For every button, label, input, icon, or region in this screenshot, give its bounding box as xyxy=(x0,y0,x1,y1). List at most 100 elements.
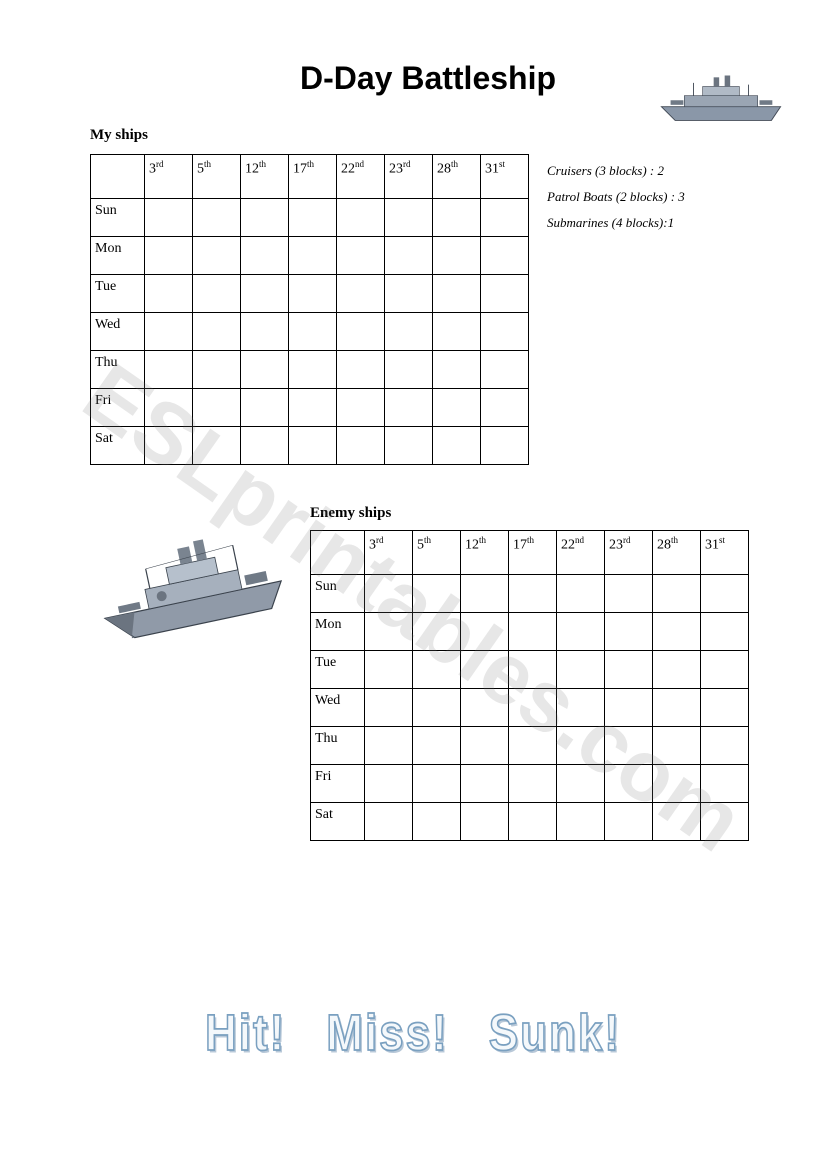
grid-cell[interactable] xyxy=(433,313,481,351)
grid-cell[interactable] xyxy=(701,727,749,765)
grid-cell[interactable] xyxy=(193,351,241,389)
grid-cell[interactable] xyxy=(385,275,433,313)
grid-cell[interactable] xyxy=(557,689,605,727)
grid-cell[interactable] xyxy=(385,313,433,351)
grid-cell[interactable] xyxy=(557,651,605,689)
grid-cell[interactable] xyxy=(605,575,653,613)
grid-cell[interactable] xyxy=(701,765,749,803)
grid-cell[interactable] xyxy=(289,427,337,465)
grid-cell[interactable] xyxy=(557,613,605,651)
grid-cell[interactable] xyxy=(605,765,653,803)
grid-cell[interactable] xyxy=(605,689,653,727)
grid-cell[interactable] xyxy=(337,313,385,351)
grid-cell[interactable] xyxy=(337,427,385,465)
grid-cell[interactable] xyxy=(365,575,413,613)
grid-cell[interactable] xyxy=(461,803,509,841)
grid-cell[interactable] xyxy=(413,575,461,613)
grid-cell[interactable] xyxy=(653,803,701,841)
grid-cell[interactable] xyxy=(365,689,413,727)
grid-cell[interactable] xyxy=(509,727,557,765)
grid-cell[interactable] xyxy=(557,765,605,803)
grid-cell[interactable] xyxy=(289,199,337,237)
grid-cell[interactable] xyxy=(509,765,557,803)
grid-cell[interactable] xyxy=(385,237,433,275)
grid-cell[interactable] xyxy=(241,313,289,351)
grid-cell[interactable] xyxy=(241,427,289,465)
grid-cell[interactable] xyxy=(509,575,557,613)
grid-cell[interactable] xyxy=(365,803,413,841)
grid-cell[interactable] xyxy=(337,351,385,389)
grid-cell[interactable] xyxy=(385,427,433,465)
grid-cell[interactable] xyxy=(605,613,653,651)
grid-cell[interactable] xyxy=(605,803,653,841)
grid-cell[interactable] xyxy=(433,199,481,237)
grid-cell[interactable] xyxy=(365,613,413,651)
grid-cell[interactable] xyxy=(413,651,461,689)
grid-cell[interactable] xyxy=(557,803,605,841)
grid-cell[interactable] xyxy=(509,689,557,727)
grid-cell[interactable] xyxy=(461,651,509,689)
grid-cell[interactable] xyxy=(557,727,605,765)
grid-cell[interactable] xyxy=(385,351,433,389)
grid-cell[interactable] xyxy=(385,389,433,427)
grid-cell[interactable] xyxy=(653,651,701,689)
grid-cell[interactable] xyxy=(605,727,653,765)
grid-cell[interactable] xyxy=(557,575,605,613)
grid-cell[interactable] xyxy=(481,199,529,237)
grid-cell[interactable] xyxy=(653,689,701,727)
grid-cell[interactable] xyxy=(433,427,481,465)
grid-cell[interactable] xyxy=(241,389,289,427)
grid-cell[interactable] xyxy=(481,313,529,351)
grid-cell[interactable] xyxy=(433,351,481,389)
grid-cell[interactable] xyxy=(701,651,749,689)
grid-cell[interactable] xyxy=(509,613,557,651)
grid-cell[interactable] xyxy=(413,765,461,803)
grid-cell[interactable] xyxy=(413,613,461,651)
grid-cell[interactable] xyxy=(433,237,481,275)
grid-cell[interactable] xyxy=(653,765,701,803)
grid-cell[interactable] xyxy=(509,651,557,689)
grid-cell[interactable] xyxy=(145,199,193,237)
grid-cell[interactable] xyxy=(701,575,749,613)
grid-cell[interactable] xyxy=(413,689,461,727)
grid-cell[interactable] xyxy=(461,575,509,613)
grid-cell[interactable] xyxy=(433,389,481,427)
grid-cell[interactable] xyxy=(145,427,193,465)
grid-cell[interactable] xyxy=(653,613,701,651)
grid-cell[interactable] xyxy=(241,199,289,237)
grid-cell[interactable] xyxy=(193,199,241,237)
grid-cell[interactable] xyxy=(481,275,529,313)
grid-cell[interactable] xyxy=(461,727,509,765)
grid-cell[interactable] xyxy=(241,237,289,275)
grid-cell[interactable] xyxy=(289,313,337,351)
grid-cell[interactable] xyxy=(481,427,529,465)
grid-cell[interactable] xyxy=(701,803,749,841)
grid-cell[interactable] xyxy=(481,389,529,427)
grid-cell[interactable] xyxy=(701,689,749,727)
grid-cell[interactable] xyxy=(193,427,241,465)
grid-cell[interactable] xyxy=(365,727,413,765)
grid-cell[interactable] xyxy=(481,237,529,275)
grid-cell[interactable] xyxy=(365,651,413,689)
grid-cell[interactable] xyxy=(481,351,529,389)
grid-cell[interactable] xyxy=(385,199,433,237)
grid-cell[interactable] xyxy=(413,727,461,765)
grid-cell[interactable] xyxy=(289,351,337,389)
grid-cell[interactable] xyxy=(145,275,193,313)
grid-cell[interactable] xyxy=(461,765,509,803)
grid-cell[interactable] xyxy=(365,765,413,803)
grid-cell[interactable] xyxy=(289,275,337,313)
grid-cell[interactable] xyxy=(509,803,557,841)
grid-cell[interactable] xyxy=(433,275,481,313)
grid-cell[interactable] xyxy=(241,351,289,389)
grid-cell[interactable] xyxy=(193,275,241,313)
grid-cell[interactable] xyxy=(145,313,193,351)
grid-cell[interactable] xyxy=(145,237,193,275)
grid-cell[interactable] xyxy=(337,275,385,313)
grid-cell[interactable] xyxy=(193,313,241,351)
grid-cell[interactable] xyxy=(289,389,337,427)
grid-cell[interactable] xyxy=(145,351,193,389)
grid-cell[interactable] xyxy=(653,575,701,613)
grid-cell[interactable] xyxy=(337,237,385,275)
grid-cell[interactable] xyxy=(701,613,749,651)
